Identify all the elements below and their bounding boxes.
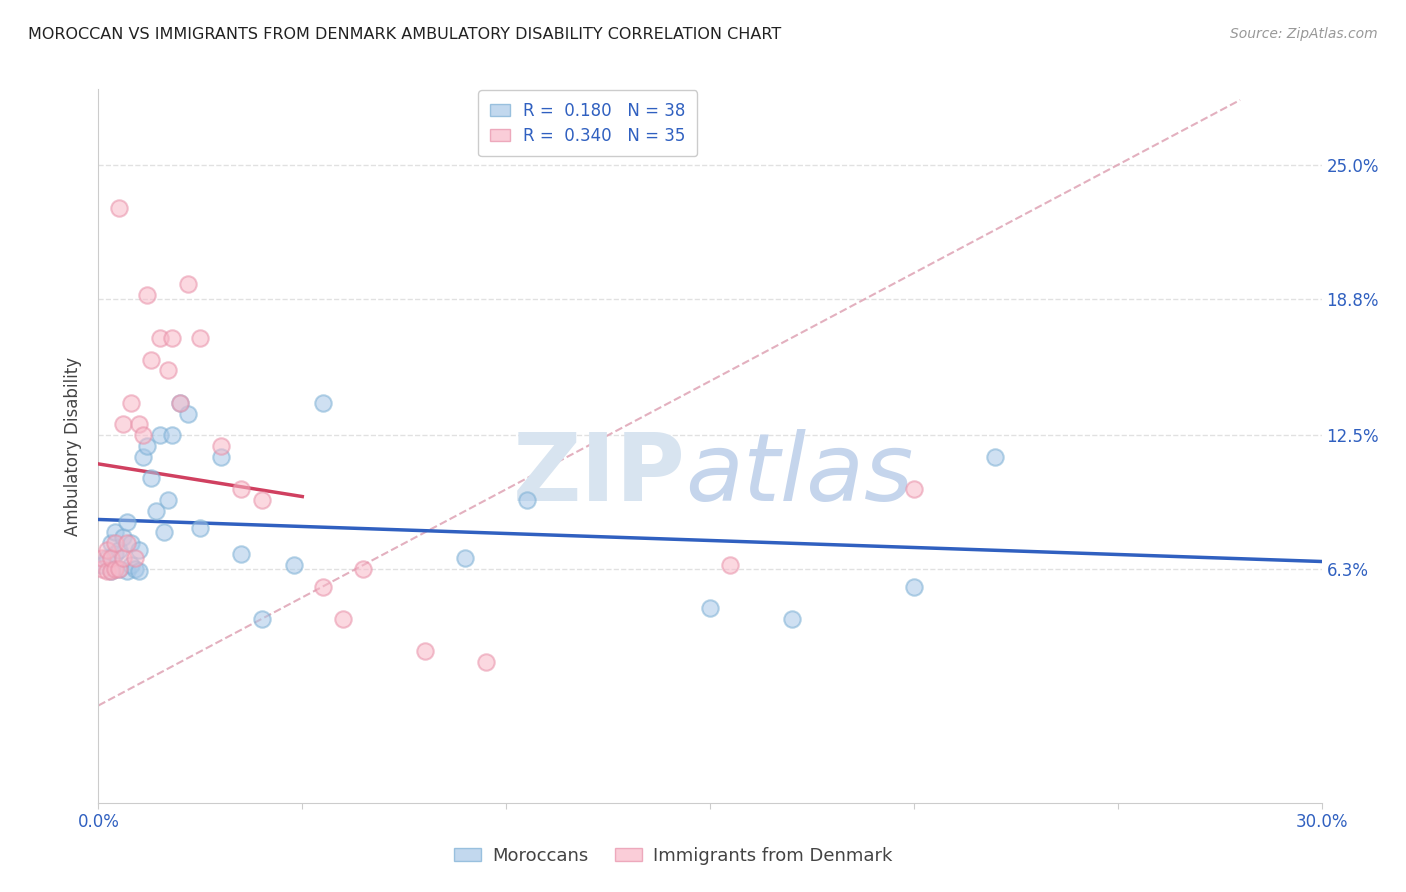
Point <box>720 558 742 572</box>
Point <box>120 536 142 550</box>
Point <box>903 580 925 594</box>
Y-axis label: Ambulatory Disability: Ambulatory Disability <box>65 357 83 535</box>
Point <box>115 536 138 550</box>
Point <box>104 525 127 540</box>
Point <box>209 450 232 464</box>
Point <box>128 542 150 557</box>
Point <box>156 363 179 377</box>
Point <box>141 471 163 485</box>
Point <box>100 551 122 566</box>
Point <box>104 562 127 576</box>
Point <box>283 558 305 572</box>
Point <box>231 482 253 496</box>
Point <box>108 562 131 576</box>
Point <box>108 201 131 215</box>
Point <box>100 565 122 579</box>
Point <box>177 407 200 421</box>
Point <box>108 542 131 557</box>
Point <box>104 547 127 561</box>
Point <box>209 439 232 453</box>
Point <box>160 428 183 442</box>
Point <box>124 562 146 576</box>
Point <box>177 277 200 291</box>
Point <box>188 331 212 345</box>
Point <box>516 493 538 508</box>
Point <box>250 612 273 626</box>
Point <box>250 493 273 508</box>
Point <box>100 536 122 550</box>
Point <box>169 396 191 410</box>
Point <box>149 428 172 442</box>
Point <box>149 331 172 345</box>
Point <box>104 536 127 550</box>
Point <box>160 331 183 345</box>
Point <box>454 551 477 566</box>
Text: Source: ZipAtlas.com: Source: ZipAtlas.com <box>1230 27 1378 41</box>
Point <box>91 562 114 576</box>
Point <box>115 515 138 529</box>
Point <box>128 565 150 579</box>
Point <box>332 612 354 626</box>
Point <box>124 551 146 566</box>
Point <box>903 482 925 496</box>
Point <box>132 450 155 464</box>
Point <box>91 558 114 572</box>
Point <box>128 417 150 432</box>
Point <box>96 551 118 566</box>
Point <box>132 428 155 442</box>
Text: ZIP: ZIP <box>513 428 686 521</box>
Point <box>136 439 159 453</box>
Point <box>780 612 803 626</box>
Point <box>91 551 114 566</box>
Point <box>96 542 118 557</box>
Point <box>699 601 721 615</box>
Point <box>145 504 167 518</box>
Text: atlas: atlas <box>686 429 914 520</box>
Point <box>152 525 174 540</box>
Point <box>111 551 134 566</box>
Point <box>136 287 159 301</box>
Point <box>413 644 436 658</box>
Point <box>108 562 131 576</box>
Point <box>312 580 335 594</box>
Point <box>312 396 335 410</box>
Point <box>100 565 122 579</box>
Point <box>96 565 118 579</box>
Point <box>169 396 191 410</box>
Point <box>188 521 212 535</box>
Point <box>120 558 142 572</box>
Point <box>141 352 163 367</box>
Text: MOROCCAN VS IMMIGRANTS FROM DENMARK AMBULATORY DISABILITY CORRELATION CHART: MOROCCAN VS IMMIGRANTS FROM DENMARK AMBU… <box>28 27 782 42</box>
Legend: Moroccans, Immigrants from Denmark: Moroccans, Immigrants from Denmark <box>447 840 900 872</box>
Point <box>120 396 142 410</box>
Point <box>984 450 1007 464</box>
Point <box>352 562 374 576</box>
Point <box>156 493 179 508</box>
Point <box>111 530 134 544</box>
Point <box>115 565 138 579</box>
Point <box>111 417 134 432</box>
Point <box>231 547 253 561</box>
Point <box>474 655 498 669</box>
